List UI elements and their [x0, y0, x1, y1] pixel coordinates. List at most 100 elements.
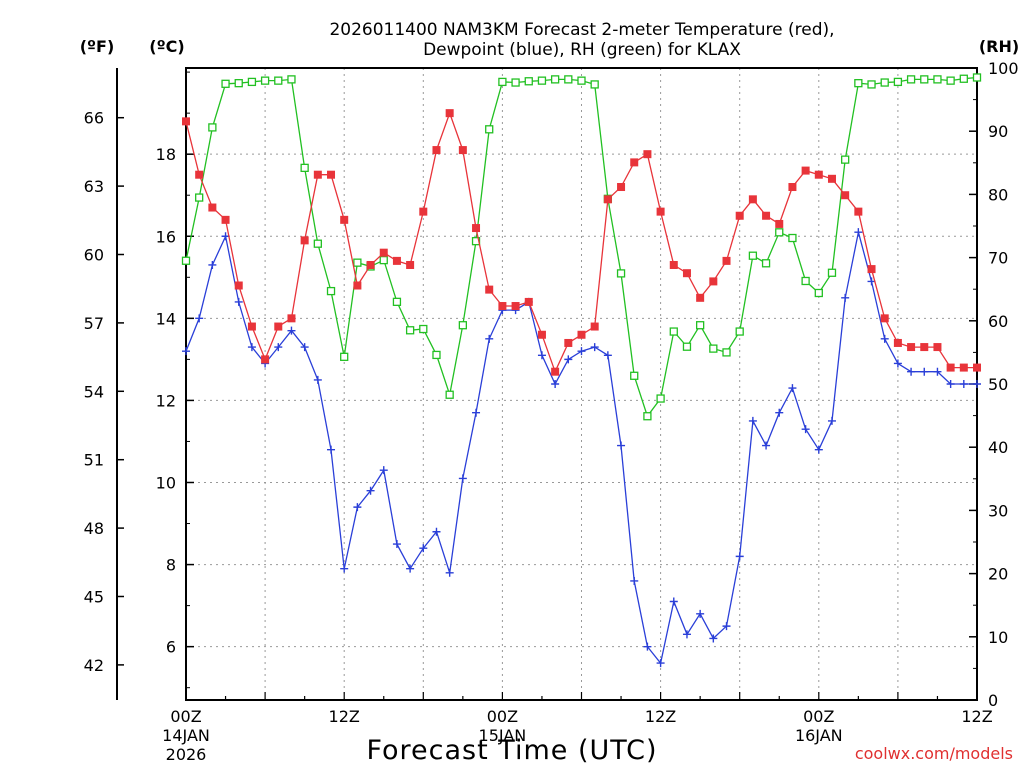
temperature-series-point: [973, 363, 981, 372]
rh-series-point: [841, 155, 850, 164]
temperature-series-point: [762, 211, 771, 220]
dewpoint-series-point: [313, 375, 322, 384]
chart-title-line1: 2026011400 NAM3KM Forecast 2-meter Tempe…: [329, 20, 834, 40]
x-tick-label: 12Z: [645, 707, 676, 726]
temperature-series-point: [893, 338, 902, 347]
temperature-series-point: [656, 207, 665, 216]
dewpoint-series-point: [959, 380, 968, 388]
dewpoint-series-point: [221, 232, 230, 241]
rh-tick-label: 30: [988, 501, 1008, 520]
temperature-series-point: [419, 207, 428, 216]
temperature-series-point: [669, 260, 678, 269]
rh-series-point: [208, 123, 217, 132]
rh-series-point: [485, 125, 494, 134]
dewpoint-series-point: [682, 630, 691, 639]
credit-text: coolwx.com/models: [855, 744, 1013, 763]
rh-series-point: [432, 350, 441, 360]
rh-tick-label: 90: [988, 122, 1008, 141]
dewpoint-series-point: [748, 416, 757, 425]
rh-series-point: [959, 74, 968, 83]
temperature-series-point: [274, 322, 283, 331]
rh-series-point: [630, 371, 639, 380]
dewpoint-series-point: [551, 380, 560, 388]
fahrenheit-tick-label: 48: [84, 519, 104, 538]
rh-tick-label: 20: [988, 565, 1008, 584]
rh-series-point: [972, 73, 982, 82]
temperature-series-point: [300, 236, 309, 245]
rh-series-point: [946, 76, 955, 85]
celsius-tick-label: 12: [156, 391, 176, 410]
rh-series-point: [867, 80, 876, 89]
dewpoint-series-point: [814, 445, 823, 454]
rh-series-point: [920, 75, 929, 84]
x-tick-label: 00Z: [487, 707, 518, 726]
dewpoint-series-point: [696, 609, 705, 618]
dewpoint-series-point: [353, 503, 362, 512]
rh-series-point: [893, 77, 903, 87]
rh-series-point: [247, 77, 257, 87]
temperature-series-point: [537, 330, 546, 339]
rh-series-point: [682, 342, 692, 351]
temperature-series-point: [261, 355, 270, 364]
temperature-series-point: [959, 363, 968, 372]
rh-series-point: [775, 228, 784, 237]
rh-series-point: [326, 286, 336, 296]
dewpoint-series-point: [762, 441, 771, 450]
dewpoint-series-point: [920, 367, 929, 376]
rh-series-point: [656, 394, 665, 403]
temperature-series-point: [854, 207, 863, 216]
celsius-unit-label: (ºC): [149, 37, 184, 56]
dewpoint-series-point: [827, 416, 836, 425]
temperature-series-point: [340, 215, 349, 224]
rh-tick-label: 50: [988, 375, 1008, 394]
temperature-series-point: [313, 170, 322, 179]
fahrenheit-unit-label: (ºF): [80, 37, 115, 56]
temperature-series-point: [353, 281, 362, 290]
dewpoint-series-point: [854, 228, 863, 237]
rh-series-point: [880, 78, 889, 87]
dewpoint-series-point: [907, 367, 916, 376]
temperature-series-point: [208, 203, 217, 212]
temperature-series-point: [524, 297, 533, 306]
temperature-series-point: [287, 314, 296, 323]
dewpoint-series-point: [893, 359, 902, 368]
dewpoint-series-point: [287, 326, 296, 335]
rh-series-point: [458, 321, 468, 330]
temperature-series-point: [867, 265, 876, 274]
temperature-series-point: [485, 285, 494, 294]
dewpoint-series-point: [458, 474, 467, 483]
rh-series-point: [550, 75, 560, 84]
dewpoint-series-point: [445, 568, 454, 577]
dewpoint-series-point: [788, 384, 797, 393]
dewpoint-series-point: [775, 408, 784, 417]
x-tick-date-label: 15JAN: [479, 726, 527, 745]
rh-series-point: [274, 76, 283, 85]
fahrenheit-tick-label: 42: [84, 656, 104, 675]
dewpoint-series-point: [406, 564, 415, 573]
rh-series-point: [287, 75, 296, 84]
temperature-series-point: [327, 170, 336, 179]
rh-series-point: [906, 75, 916, 84]
fahrenheit-tick-label: 60: [84, 245, 104, 264]
temperature-series-point: [748, 195, 757, 204]
celsius-tick-label: 10: [156, 473, 176, 492]
rh-series-point: [616, 269, 626, 278]
rh-series-point: [577, 76, 586, 85]
dewpoint-series-point: [234, 297, 243, 306]
x-tick-label: 00Z: [803, 707, 834, 726]
dewpoint-series-point: [722, 622, 731, 631]
dewpoint-series-point: [432, 527, 441, 536]
celsius-tick-label: 8: [166, 556, 176, 575]
fahrenheit-tick-label: 66: [84, 109, 104, 128]
temperature-series-point: [234, 281, 243, 290]
rh-tick-label: 100: [988, 59, 1019, 78]
temperature-series-point: [564, 338, 573, 347]
rh-tick-label: 40: [988, 438, 1008, 457]
temperature-series-point: [788, 183, 797, 192]
rh-series-point: [340, 352, 349, 361]
dewpoint-series-point: [617, 441, 626, 450]
rh-series-point: [590, 80, 599, 89]
temperature-series-point: [814, 170, 823, 179]
dewpoint-series-point: [656, 659, 665, 668]
